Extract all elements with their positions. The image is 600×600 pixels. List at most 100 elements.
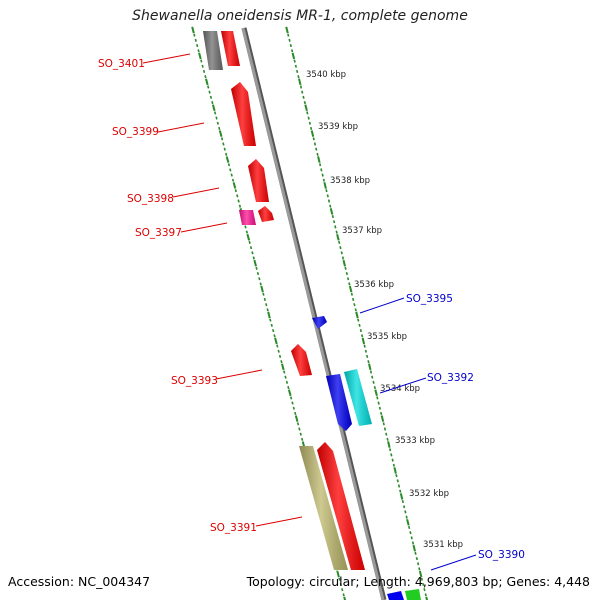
- outer-ring-right-tick: [335, 230, 338, 234]
- outer-ring-right-tick: [383, 427, 387, 431]
- genome-summary-text: Topology: circular; Length: 4,969,803 bp…: [246, 574, 590, 589]
- label-so-3392[interactable]: SO_3392: [427, 372, 474, 384]
- gene-so-3401[interactable]: [221, 31, 240, 66]
- outer-ring-left-tick: [291, 401, 294, 405]
- outer-ring-right-tick: [291, 49, 294, 53]
- outer-ring-left-tick: [198, 52, 202, 60]
- outer-ring-right-tick: [339, 246, 342, 250]
- scale-labels: 3540 kbp 3539 kbp 3538 kbp 3537 kbp 3536…: [306, 70, 463, 550]
- outer-ring-left-tick: [234, 189, 237, 193]
- outer-ring-left-tick: [244, 225, 247, 229]
- outer-ring-right-tick: [420, 577, 423, 581]
- gene-so-3391[interactable]: [317, 442, 365, 570]
- outer-ring-left-tick: [267, 311, 271, 319]
- outer-ring-left-tick: [215, 116, 218, 120]
- outer-ring-right-tick: [323, 182, 327, 189]
- outer-ring-left-tick: [191, 26, 195, 34]
- outer-ring-left-tick: [339, 582, 342, 587]
- label-so-3398[interactable]: SO_3398: [127, 193, 174, 205]
- outer-ring-right-tick: [389, 448, 392, 452]
- gene-so-3395[interactable]: [312, 316, 327, 329]
- outer-ring-left-tick: [225, 156, 230, 163]
- outer-ring-left-tick: [231, 178, 235, 182]
- outer-ring-right-tick: [319, 163, 322, 167]
- outer-ring-left-tick: [201, 64, 204, 68]
- label-so-3397[interactable]: SO_3397: [135, 227, 182, 239]
- outer-ring-right-tick: [371, 375, 374, 379]
- outer-ring-left-tick: [289, 396, 293, 400]
- outer-ring-right-tick: [382, 422, 385, 426]
- outer-ring-left-tick: [336, 570, 340, 578]
- gene-so-3392[interactable]: [344, 369, 372, 426]
- outer-ring-right-tick: [293, 59, 296, 63]
- outer-ring-right-tick: [399, 493, 404, 500]
- outer-ring-left-tick: [222, 142, 225, 146]
- tick-label-3532: 3532 kbp: [409, 489, 449, 499]
- outer-ring-right-tick: [378, 406, 381, 410]
- outer-ring-right-tick: [393, 467, 397, 474]
- outer-ring-right-tick: [401, 499, 404, 504]
- tick-label-3536: 3536 kbp: [354, 280, 394, 290]
- outer-ring-right-tick: [418, 570, 423, 578]
- gene-unnamed-blue[interactable]: [326, 374, 352, 431]
- gene-so-3398[interactable]: [248, 159, 269, 202]
- label-so-3399[interactable]: SO_3399: [112, 126, 159, 138]
- outer-ring-left-tick: [216, 121, 219, 125]
- outer-ring-right-tick: [287, 33, 290, 37]
- outer-ring-right-tick: [353, 303, 356, 307]
- outer-ring-left-tick: [280, 360, 283, 364]
- outer-ring-left-tick: [284, 375, 287, 379]
- outer-ring-right-tick: [294, 64, 297, 68]
- outer-ring-left-tick: [194, 38, 197, 42]
- label-so-3393[interactable]: SO_3393: [171, 375, 218, 387]
- gene-so-3399[interactable]: [231, 82, 256, 146]
- outer-ring-left-tick: [236, 194, 239, 198]
- outer-ring-left-tick: [259, 282, 262, 286]
- outer-ring-right-tick: [348, 282, 351, 286]
- outer-ring-right-tick: [359, 328, 362, 333]
- outer-ring-left-tick: [193, 33, 196, 37]
- label-so-3401[interactable]: SO_3401: [98, 58, 145, 70]
- gene-so-3390[interactable]: [387, 591, 404, 600]
- outer-ring-left-tick: [220, 137, 224, 141]
- outer-ring-left-tick: [196, 43, 199, 48]
- gene-unnamed-khaki[interactable]: [299, 446, 348, 570]
- outer-ring-left-tick: [283, 370, 286, 374]
- outer-ring-left-tick: [294, 415, 299, 422]
- outer-ring-right-tick: [355, 311, 359, 319]
- outer-ring-right-tick: [361, 337, 366, 345]
- outer-ring-left-tick: [263, 297, 266, 302]
- outer-ring-right-tick: [363, 344, 366, 348]
- gene-so-3393[interactable]: [291, 344, 312, 376]
- outer-ring-left-tick: [211, 104, 216, 112]
- gene-unnamed-green[interactable]: [405, 589, 421, 600]
- outer-ring-left-tick: [204, 75, 207, 79]
- outer-ring-right-tick: [397, 484, 401, 488]
- gene-unnamed-red-small[interactable]: [258, 206, 274, 222]
- outer-ring-right-tick: [348, 285, 353, 293]
- outer-ring-right-tick: [316, 152, 319, 156]
- outer-ring-left-tick: [202, 69, 206, 74]
- outer-ring-right-tick: [350, 292, 353, 296]
- outer-ring-left-tick: [298, 427, 301, 431]
- label-so-3390[interactable]: SO_3390: [478, 549, 525, 561]
- tick-label-3537: 3537 kbp: [342, 226, 382, 236]
- label-so-3391[interactable]: SO_3391: [210, 522, 257, 534]
- outer-ring-left-tick: [252, 256, 255, 260]
- outer-ring-left-tick: [341, 588, 344, 592]
- gene-so-3397[interactable]: [239, 210, 256, 225]
- outer-ring-left-tick: [287, 385, 290, 390]
- outer-ring-right-tick: [361, 334, 364, 338]
- label-so-3395[interactable]: SO_3395: [406, 293, 453, 305]
- outer-ring-left-tick: [292, 406, 295, 410]
- outer-ring-left-tick: [207, 85, 210, 89]
- outer-ring-right-tick: [414, 551, 417, 555]
- outer-ring-right-tick: [347, 277, 350, 281]
- outer-ring-right-tick: [368, 363, 372, 371]
- outer-ring-left-tick: [225, 152, 228, 156]
- gene-unnamed-grey[interactable]: [203, 31, 223, 70]
- outer-ring-left-tick: [248, 240, 251, 245]
- outer-ring-left-tick: [223, 147, 226, 151]
- outer-ring-right-tick: [326, 194, 329, 198]
